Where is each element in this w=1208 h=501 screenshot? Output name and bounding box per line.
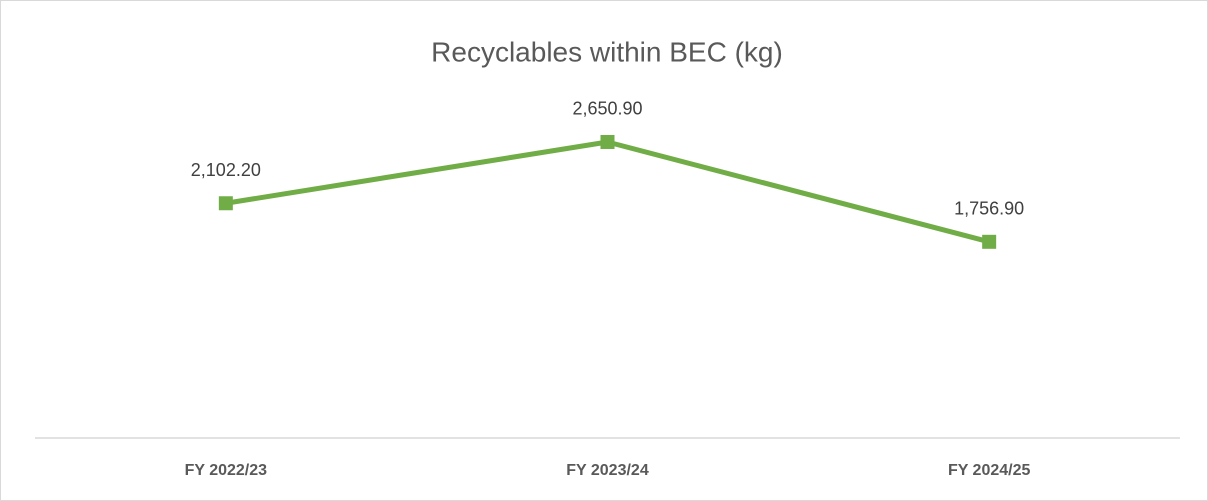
marker xyxy=(982,234,997,249)
x-tick-label: FY 2023/24 xyxy=(566,462,649,479)
marker xyxy=(218,196,233,211)
data-label: 2,102.20 xyxy=(191,160,261,180)
x-tick-label: FY 2024/25 xyxy=(948,462,1031,479)
x-tick-label: FY 2022/23 xyxy=(185,462,268,479)
data-label: 2,650.90 xyxy=(572,99,642,119)
data-label: 1,756.90 xyxy=(954,199,1024,219)
marker xyxy=(600,134,615,149)
chart-title: Recyclables within BEC (kg) xyxy=(431,36,783,67)
